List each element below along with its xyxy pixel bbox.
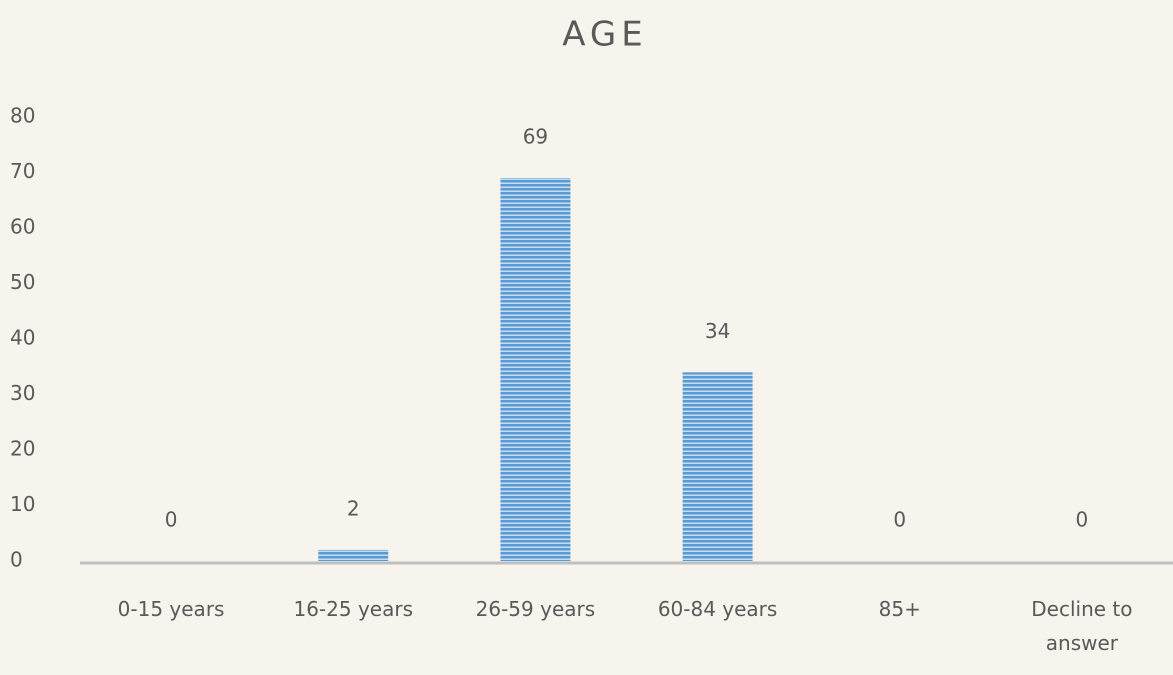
- y-tick-label: 20: [10, 437, 35, 461]
- y-tick-label: 60: [10, 215, 35, 239]
- x-tick-label: 16-25 years: [293, 597, 413, 621]
- bar: [682, 372, 753, 561]
- data-label: 69: [523, 125, 548, 149]
- x-tick-label: 26-59 years: [475, 597, 596, 621]
- bar: [500, 178, 571, 562]
- y-tick-label: 70: [10, 159, 35, 183]
- y-tick-label: 0: [10, 548, 23, 572]
- y-tick-label: 50: [10, 270, 35, 294]
- bar: [318, 549, 389, 561]
- data-label: 0: [1076, 508, 1089, 532]
- data-label: 2: [347, 496, 360, 520]
- data-label: 0: [893, 508, 906, 532]
- x-tick-label: 85+: [878, 597, 921, 621]
- x-tick-label: Decline to answer: [1031, 597, 1133, 655]
- y-tick-label: 10: [10, 492, 35, 516]
- data-label: 0: [165, 508, 178, 532]
- y-tick-label: 40: [10, 326, 35, 350]
- y-tick-label: 80: [10, 104, 35, 128]
- y-tick-label: 30: [10, 381, 35, 405]
- data-label: 34: [705, 319, 730, 343]
- x-tick-label: 60-84 years: [657, 597, 778, 621]
- chart-title: AGE: [562, 15, 648, 55]
- x-tick-label: 0-15 years: [117, 597, 225, 621]
